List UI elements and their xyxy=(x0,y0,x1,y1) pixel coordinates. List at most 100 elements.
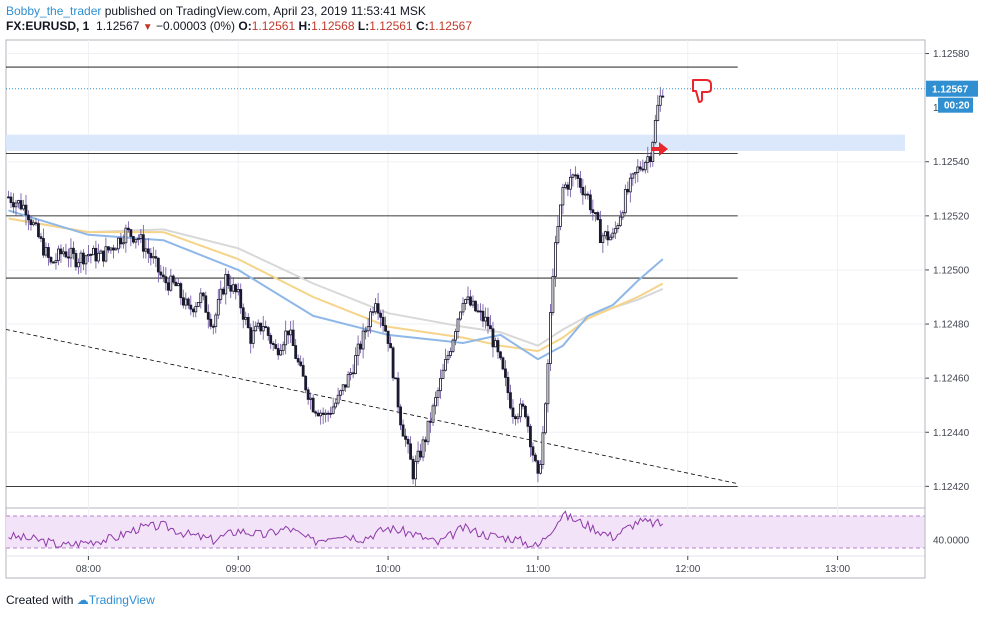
horizontal-levels[interactable] xyxy=(6,66,738,487)
candle-body xyxy=(416,450,420,463)
candle-body xyxy=(379,312,382,318)
candle-body xyxy=(249,327,253,344)
candle-body xyxy=(366,326,370,332)
candle-body xyxy=(279,350,283,356)
candle-body xyxy=(89,254,93,256)
candle-body xyxy=(534,454,537,462)
candle-body xyxy=(404,435,407,440)
candle-body xyxy=(648,156,652,163)
candle-body xyxy=(174,281,178,287)
candle-body xyxy=(551,276,555,313)
candle-body xyxy=(281,344,285,351)
candle-body xyxy=(646,156,650,163)
candle-body xyxy=(489,325,492,330)
candle-body xyxy=(191,308,195,313)
candle-body xyxy=(603,231,607,237)
candle-body xyxy=(94,247,98,262)
candle-body xyxy=(129,229,133,237)
candle-body xyxy=(149,252,153,259)
resistance-zone[interactable] xyxy=(6,134,906,151)
candle-body xyxy=(291,329,295,347)
candle-body xyxy=(186,298,190,306)
candle-body xyxy=(274,344,278,349)
candle-body xyxy=(521,403,525,407)
candle-body xyxy=(499,351,502,359)
candle-body xyxy=(261,326,265,332)
candle-body xyxy=(131,236,135,243)
candle-body xyxy=(194,306,198,313)
candle-body xyxy=(176,283,180,287)
candle-body xyxy=(351,372,355,375)
entry-arrow-icon xyxy=(651,142,668,156)
candle-body xyxy=(264,326,268,329)
candle-body xyxy=(169,275,173,291)
candle-body xyxy=(469,296,472,306)
candles xyxy=(7,87,665,488)
candle-body xyxy=(491,328,495,348)
ma-mid-line xyxy=(8,217,664,353)
tradingview-link[interactable]: TradingView xyxy=(88,593,155,607)
open-label: O: xyxy=(238,19,252,33)
candle-body xyxy=(544,403,547,434)
candle-body xyxy=(319,412,323,417)
candle-body xyxy=(439,378,442,392)
candle-body xyxy=(221,288,225,295)
rsi-tick-label: 40.0000 xyxy=(933,536,970,547)
candle-body xyxy=(359,343,363,350)
candle-body xyxy=(641,168,645,171)
candle-body xyxy=(24,204,28,216)
candle-body xyxy=(576,174,580,179)
candle-body xyxy=(62,251,65,255)
author-link[interactable]: Bobby_the_trader xyxy=(6,4,102,18)
candle-body xyxy=(424,439,427,443)
candle-body xyxy=(99,250,103,254)
candle-body xyxy=(341,384,345,392)
candle-body xyxy=(22,204,25,210)
chart-header: Bobby_the_trader published on TradingVie… xyxy=(6,4,472,35)
candle-body xyxy=(324,412,328,415)
candle-body xyxy=(456,318,460,333)
countdown-label: 00:20 xyxy=(944,101,970,112)
candle-body xyxy=(219,288,223,300)
candle-body xyxy=(661,95,665,98)
candle-body xyxy=(481,310,485,322)
open-value: 1.12561 xyxy=(251,19,296,33)
candle-body xyxy=(87,254,90,257)
candle-body xyxy=(384,325,387,332)
symbol-label[interactable]: FX:EURUSD, 1 xyxy=(6,19,90,33)
candle-body xyxy=(231,284,235,292)
candle-body xyxy=(601,235,605,244)
candle-body xyxy=(573,174,577,177)
high-label: H: xyxy=(298,19,312,33)
candle-body xyxy=(494,340,497,348)
candle-body xyxy=(396,377,400,408)
candle-body xyxy=(531,446,535,456)
price-tick-label: 1.12520 xyxy=(933,211,970,222)
candle-body xyxy=(47,247,50,258)
candle-body xyxy=(106,246,110,251)
candle-body xyxy=(356,343,360,356)
candle-body xyxy=(151,256,155,259)
candle-body xyxy=(381,316,385,326)
trendline[interactable] xyxy=(5,329,738,485)
candle-body xyxy=(643,162,647,171)
tradingview-logo-icon: ☁ xyxy=(76,593,89,607)
candle-body xyxy=(269,335,273,344)
candle-body xyxy=(369,311,373,328)
price-tick-label: 1 xyxy=(933,103,939,114)
candle-body xyxy=(316,412,320,417)
candle-body xyxy=(616,225,620,230)
candle-body xyxy=(29,219,33,226)
candle-body xyxy=(511,407,515,417)
signal-markers xyxy=(651,79,712,156)
candle-body xyxy=(254,325,258,332)
ma-slow-line xyxy=(8,217,664,347)
candle-body xyxy=(554,242,557,277)
candle-body xyxy=(82,252,85,265)
candle-body xyxy=(606,231,610,241)
candle-body xyxy=(301,365,305,377)
candle-body xyxy=(364,330,368,333)
candle-body xyxy=(251,330,255,344)
candle-body xyxy=(476,310,480,313)
